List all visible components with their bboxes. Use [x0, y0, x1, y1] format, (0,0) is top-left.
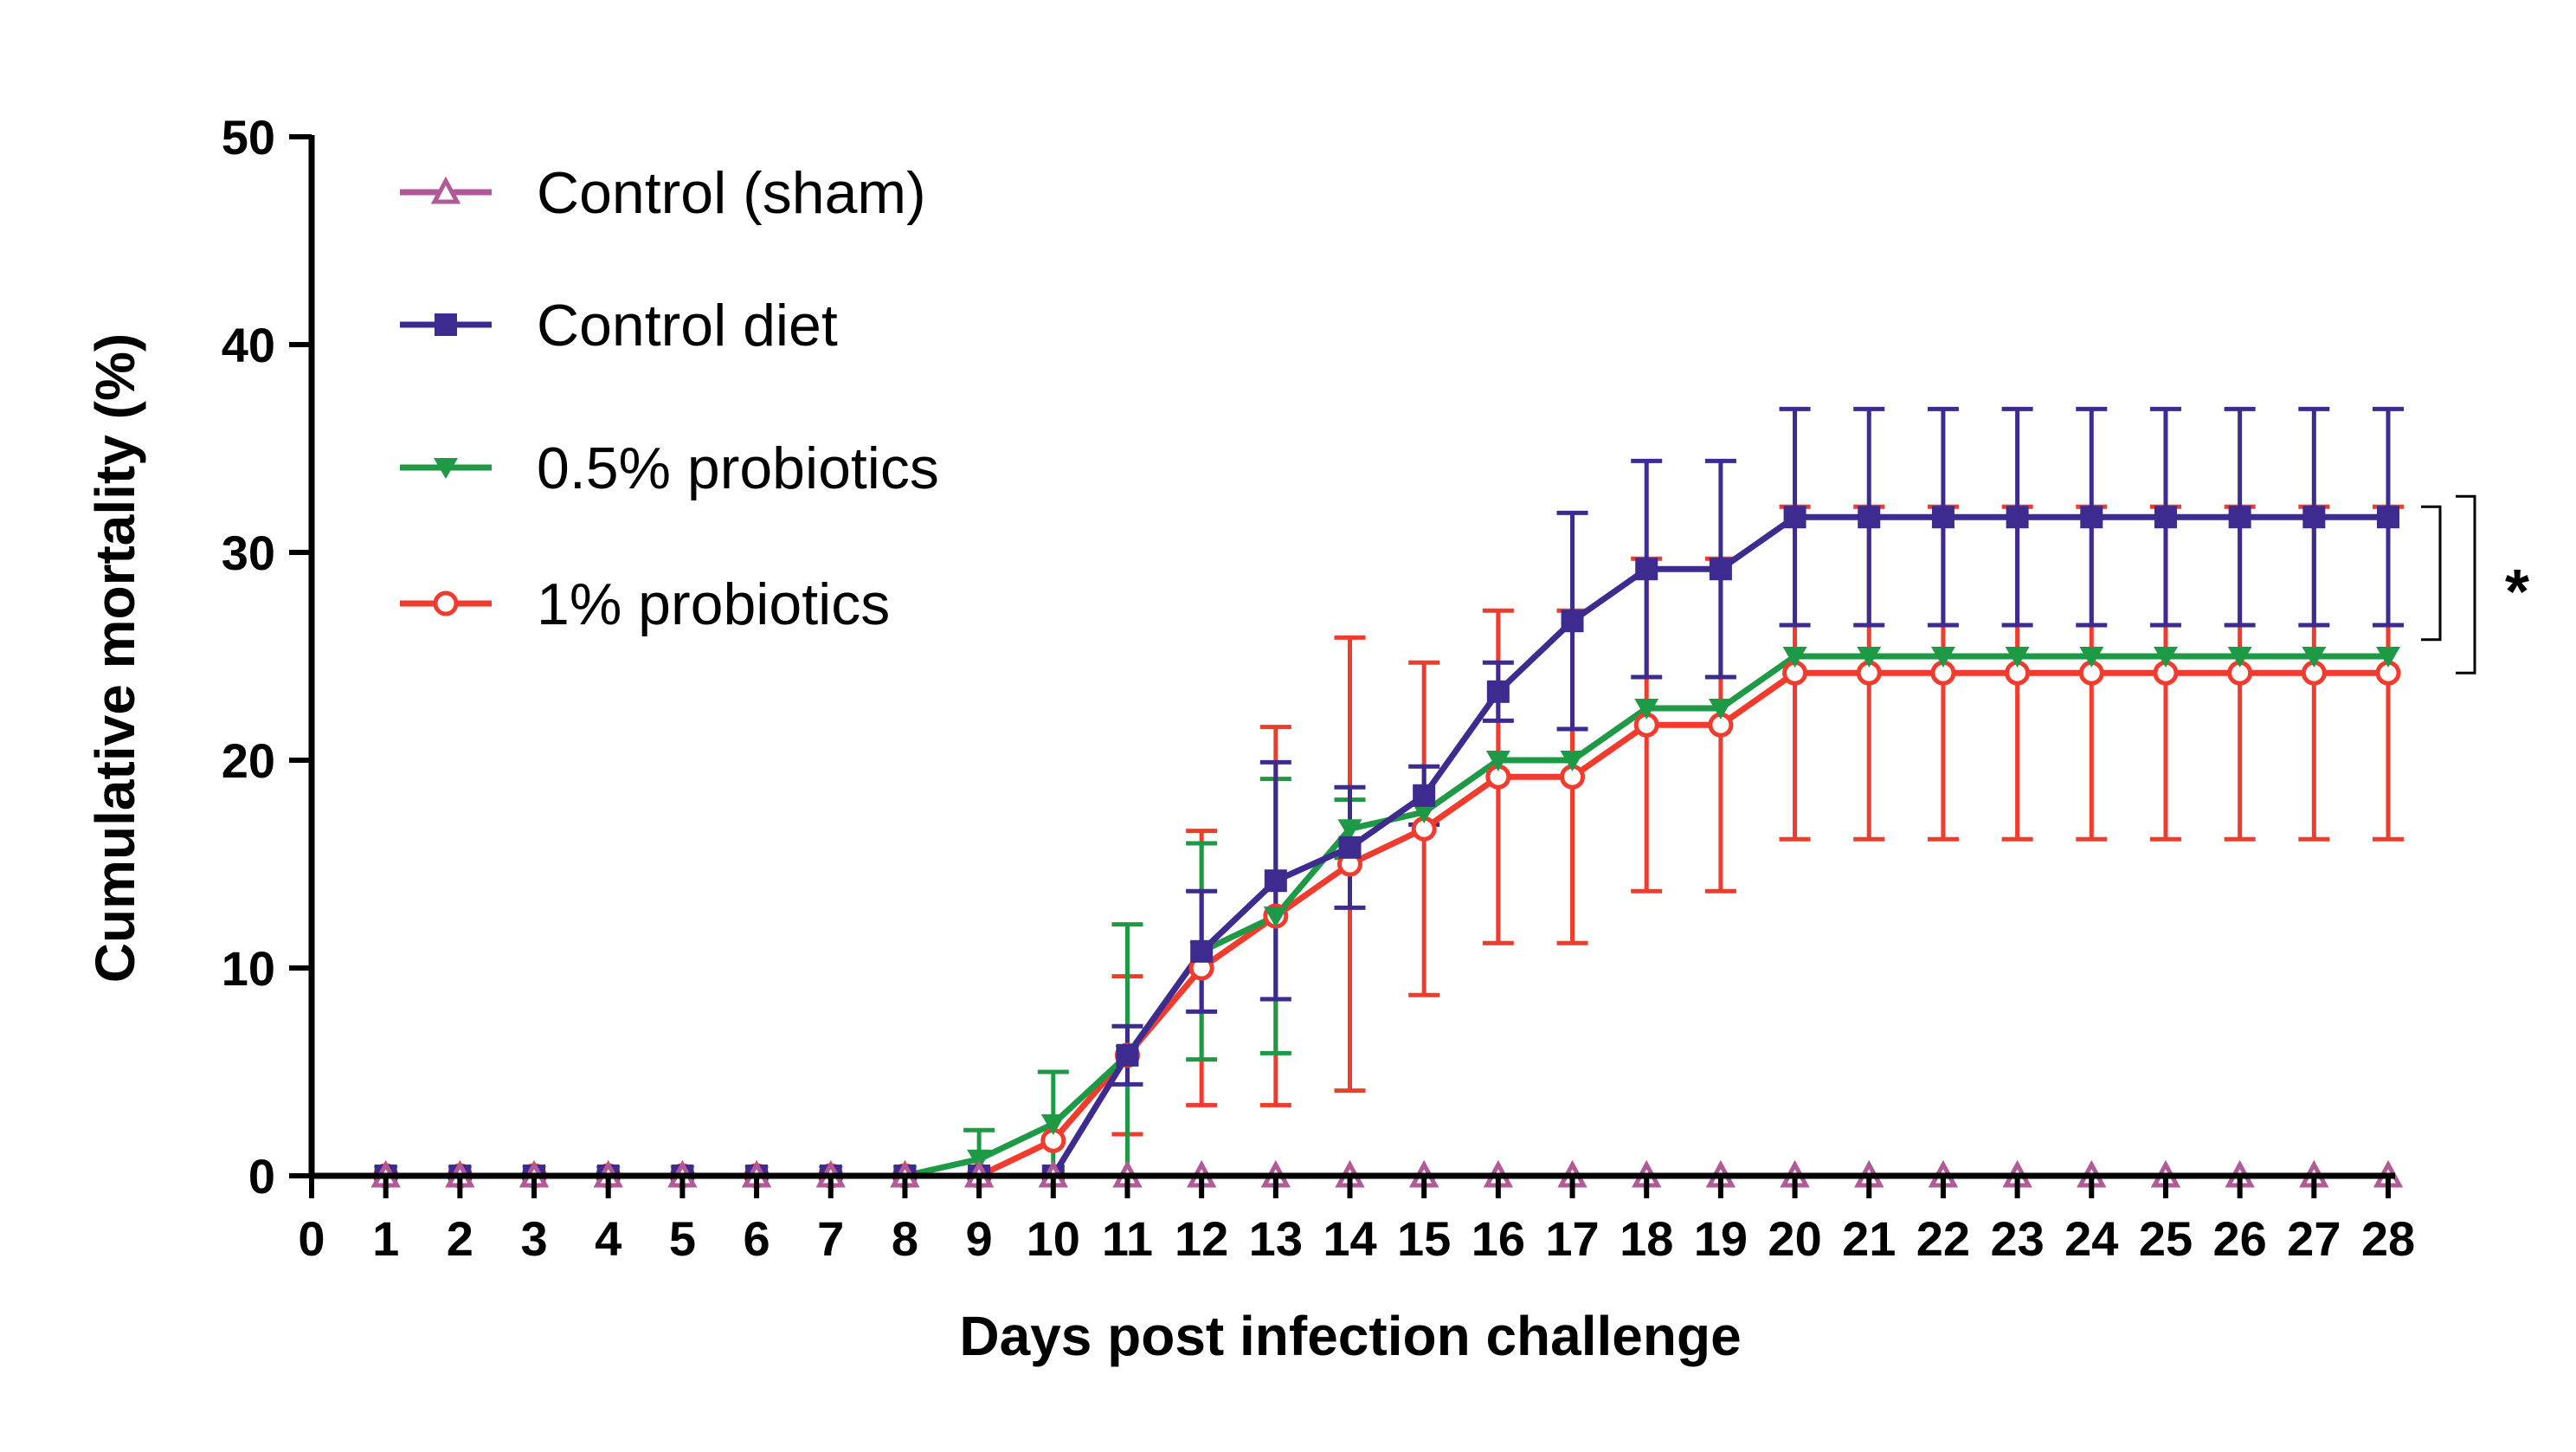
x-tick-label: 20 [1768, 1211, 1821, 1266]
x-tick-label: 18 [1620, 1211, 1673, 1266]
axes-layer [289, 134, 2395, 1198]
x-tick-label: 7 [817, 1211, 844, 1266]
x-tick-label: 0 [298, 1211, 325, 1266]
point-control-diet [1338, 836, 1362, 859]
y-tick-label: 30 [222, 526, 275, 580]
x-tick-label: 22 [1916, 1211, 1970, 1266]
point-0-5-probiotics [1930, 647, 1955, 668]
x-axis-title: Days post infection challenge [959, 1305, 1741, 1367]
point-0-5-probiotics [2153, 647, 2178, 668]
x-tick-label: 15 [1397, 1211, 1451, 1266]
point-0-5-probiotics [1708, 699, 1733, 720]
point-0-5-probiotics [1857, 647, 1882, 668]
legend-label-1-probiotics: 1% probiotics [537, 571, 890, 637]
error-bars-layer [963, 406, 2404, 1176]
point-0-5-probiotics [1263, 907, 1288, 927]
legend-marker-control-diet [435, 313, 457, 336]
point-0-5-probiotics [2079, 647, 2104, 668]
x-tick-label: 5 [669, 1211, 696, 1266]
legend-label-control-sham: Control (sham) [537, 160, 926, 226]
point-control-diet [2154, 506, 2177, 529]
point-0-5-probiotics [1485, 751, 1510, 771]
y-tick-label: 10 [222, 941, 275, 996]
point-control-diet [1413, 784, 1436, 807]
bracket-inner [2421, 505, 2442, 642]
point-control-diet [1931, 506, 1955, 529]
x-tick-label: 1 [372, 1211, 399, 1266]
legend: Control (sham) Control diet 0.5% probiotic… [400, 160, 939, 637]
bracket-outer [2456, 494, 2476, 674]
x-tick-label: 25 [2139, 1211, 2193, 1266]
point-control-diet [2006, 506, 2029, 529]
point-control-diet [1709, 558, 1732, 581]
point-control-diet [2377, 506, 2399, 529]
legend-marker-control-sham [430, 176, 461, 204]
point-0-5-probiotics [1337, 819, 1362, 841]
point-control-diet [2080, 506, 2103, 529]
x-tick-label: 27 [2287, 1211, 2341, 1266]
series-line-0-5-probiotics [385, 653, 2388, 1179]
legend-marker-1-probiotics [433, 590, 459, 616]
series-line-1-probiotics [385, 669, 2388, 1179]
x-tick-label: 11 [1102, 1211, 1153, 1266]
x-tick-label: 6 [743, 1211, 770, 1266]
x-tick-label: 28 [2361, 1211, 2415, 1266]
significance-star: * [2505, 558, 2529, 627]
legend-marker-0-5-probiotics [434, 458, 458, 479]
point-control-diet [1264, 869, 1287, 893]
x-tick-label: 9 [966, 1211, 993, 1266]
point-0-5-probiotics [2227, 647, 2252, 668]
x-tick-label: 26 [2212, 1211, 2266, 1266]
x-tick-label: 17 [1545, 1211, 1599, 1266]
point-control-diet [1858, 506, 1881, 529]
y-axis-title: Cumulative mortality (%) [84, 333, 146, 983]
y-tick-label: 20 [222, 733, 275, 788]
point-0-5-probiotics [2376, 647, 2400, 668]
point-control-diet [1116, 1043, 1139, 1067]
x-tick-label: 24 [2064, 1211, 2118, 1266]
point-0-5-probiotics [2302, 647, 2327, 668]
x-tick-label: 4 [595, 1211, 621, 1266]
point-0-5-probiotics [1782, 647, 1807, 668]
y-tick-label: 40 [222, 318, 275, 372]
point-control-diet [1486, 680, 1510, 703]
x-tick-label: 2 [447, 1211, 473, 1266]
y-tick-label: 0 [248, 1149, 275, 1204]
x-tick-label: 23 [1990, 1211, 2044, 1266]
point-control-diet [1783, 506, 1806, 529]
point-control-diet [1635, 558, 1658, 581]
x-tick-label: 21 [1842, 1211, 1896, 1266]
legend-label-control-diet: Control diet [537, 293, 838, 358]
x-tick-label: 3 [520, 1211, 547, 1266]
point-0-5-probiotics [1560, 751, 1585, 771]
x-tick-label: 16 [1472, 1211, 1525, 1266]
x-tick-label: 19 [1694, 1211, 1748, 1266]
x-tick-label: 12 [1175, 1211, 1228, 1266]
significance-annotation: * [2421, 494, 2529, 674]
point-0-5-probiotics [2005, 647, 2030, 668]
x-tick-label: 10 [1027, 1211, 1080, 1266]
point-0-5-probiotics [1040, 1114, 1066, 1135]
point-control-diet [1561, 610, 1584, 633]
point-control-diet [1190, 939, 1214, 963]
point-control-diet [2302, 506, 2326, 529]
y-tick-label: 50 [222, 110, 275, 165]
point-control-diet [2228, 506, 2251, 529]
x-tick-label: 8 [892, 1211, 918, 1266]
x-tick-label: 14 [1323, 1211, 1376, 1266]
point-0-5-probiotics [1634, 699, 1659, 720]
x-tick-label: 13 [1249, 1211, 1303, 1266]
legend-label-0-5-probiotics: 0.5% probiotics [537, 436, 939, 501]
point-0-5-probiotics [1412, 803, 1437, 823]
